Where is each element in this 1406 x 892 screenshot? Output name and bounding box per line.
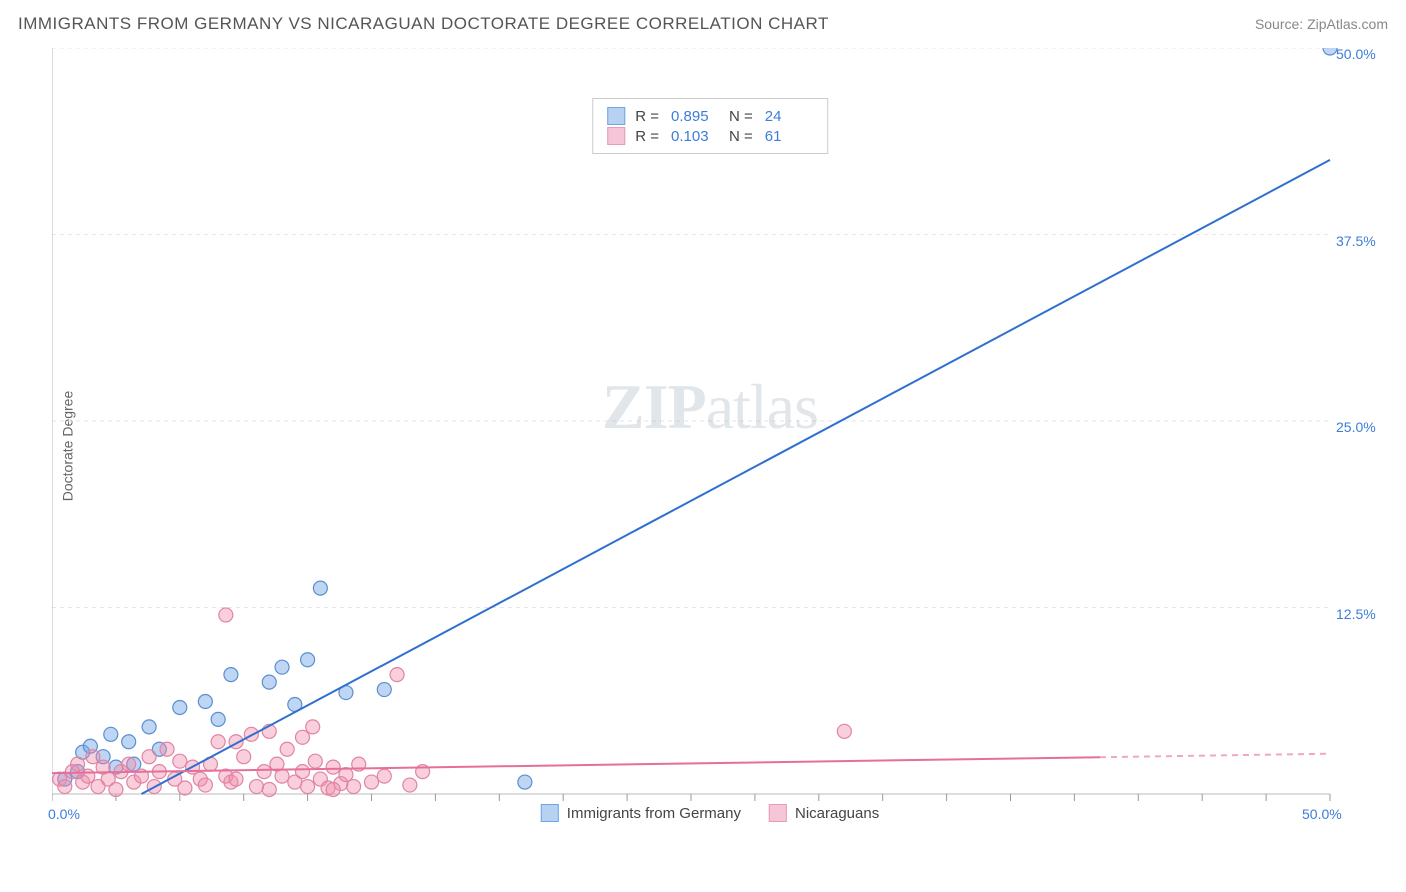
chart-source: Source: ZipAtlas.com [1255,16,1388,32]
correlation-legend: R = 0.895 N = 24 R = 0.103 N = 61 [592,98,828,154]
scatter-plot-svg [52,48,1368,828]
legend-item-germany: Immigrants from Germany [541,804,741,822]
legend-row-germany: R = 0.895 N = 24 [607,107,813,125]
chart-title: IMMIGRANTS FROM GERMANY VS NICARAGUAN DO… [18,14,829,34]
chart-area: ZIPatlas R = 0.895 N = 24 R = 0.103 N = … [52,48,1368,828]
axis-tick-label: 12.5% [1336,606,1376,622]
axis-tick-label: 50.0% [1336,46,1376,62]
legend-row-nicaraguans: R = 0.103 N = 61 [607,127,813,145]
swatch-germany-bottom [541,804,559,822]
axis-tick-label: 50.0% [1302,806,1342,822]
axis-tick-label: 0.0% [48,806,80,822]
swatch-germany [607,107,625,125]
series-legend: Immigrants from Germany Nicaraguans [541,804,879,822]
swatch-nicaraguans [607,127,625,145]
axis-tick-label: 37.5% [1336,233,1376,249]
axis-tick-label: 25.0% [1336,419,1376,435]
chart-header: IMMIGRANTS FROM GERMANY VS NICARAGUAN DO… [18,14,1388,34]
legend-item-nicaraguans: Nicaraguans [769,804,879,822]
swatch-nicaraguans-bottom [769,804,787,822]
